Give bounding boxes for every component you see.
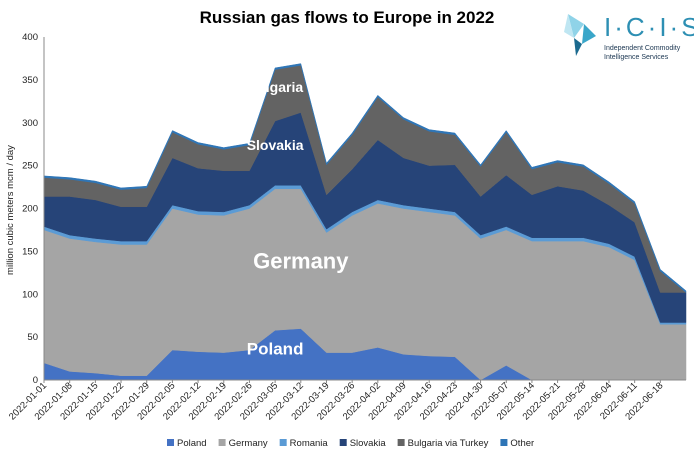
legend-swatch — [397, 439, 405, 446]
y-tick-label: 0 — [33, 375, 38, 386]
y-tick-label: 400 — [22, 32, 38, 43]
y-tick-label: 200 — [22, 204, 38, 215]
legend-label: Other — [510, 438, 534, 449]
y-axis-label: million cubic meters mcm / day — [5, 145, 16, 275]
y-tick-label: 50 — [27, 332, 38, 343]
legend-label: Bulgaria via Turkey — [408, 438, 489, 449]
annotation-poland: Poland — [247, 339, 304, 358]
y-tick-label: 100 — [22, 289, 38, 300]
annotation-slovakia: Slovakia — [247, 137, 304, 153]
logo-name: I·C·I·S — [604, 12, 694, 42]
logo-tagline-1: Independent Commodity — [604, 45, 681, 52]
y-tick-label: 300 — [22, 118, 38, 129]
logo-tagline-2: Intelligence Services — [604, 54, 669, 61]
y-tick-label: 150 — [22, 246, 38, 257]
legend-swatch — [218, 439, 226, 446]
legend-swatch — [279, 439, 287, 446]
legend-swatch — [339, 439, 347, 446]
legend-swatch — [500, 439, 508, 446]
chart-title: Russian gas flows to Europe in 2022 — [199, 8, 495, 27]
y-tick-label: 350 — [22, 75, 38, 86]
legend-label: Poland — [177, 438, 207, 449]
legend-swatch — [167, 439, 174, 446]
x-axis: 2022-01-012022-01-082022-01-152022-01-22… — [7, 379, 686, 422]
icis-logo: I·C·I·S Independent Commodity Intelligen… — [560, 10, 694, 70]
annotation-bulgaria: Bulgaria — [247, 79, 303, 95]
area-other — [43, 63, 687, 294]
legend-label: Romania — [290, 438, 329, 449]
y-axis: 0 50 100 150 200 250 300 350 400 — [22, 32, 45, 386]
legend-label: Germany — [229, 438, 268, 449]
legend-label: Slovakia — [350, 438, 387, 449]
annotation-germany: Germany — [253, 249, 349, 274]
y-tick-label: 250 — [22, 161, 38, 172]
area-annotations: Bulgaria Slovakia Germany Poland — [247, 79, 350, 358]
series-areas — [43, 63, 687, 381]
legend: Poland Germany Romania Slovakia Bulgaria via… — [167, 438, 534, 449]
logo-mark-icon — [564, 14, 596, 56]
